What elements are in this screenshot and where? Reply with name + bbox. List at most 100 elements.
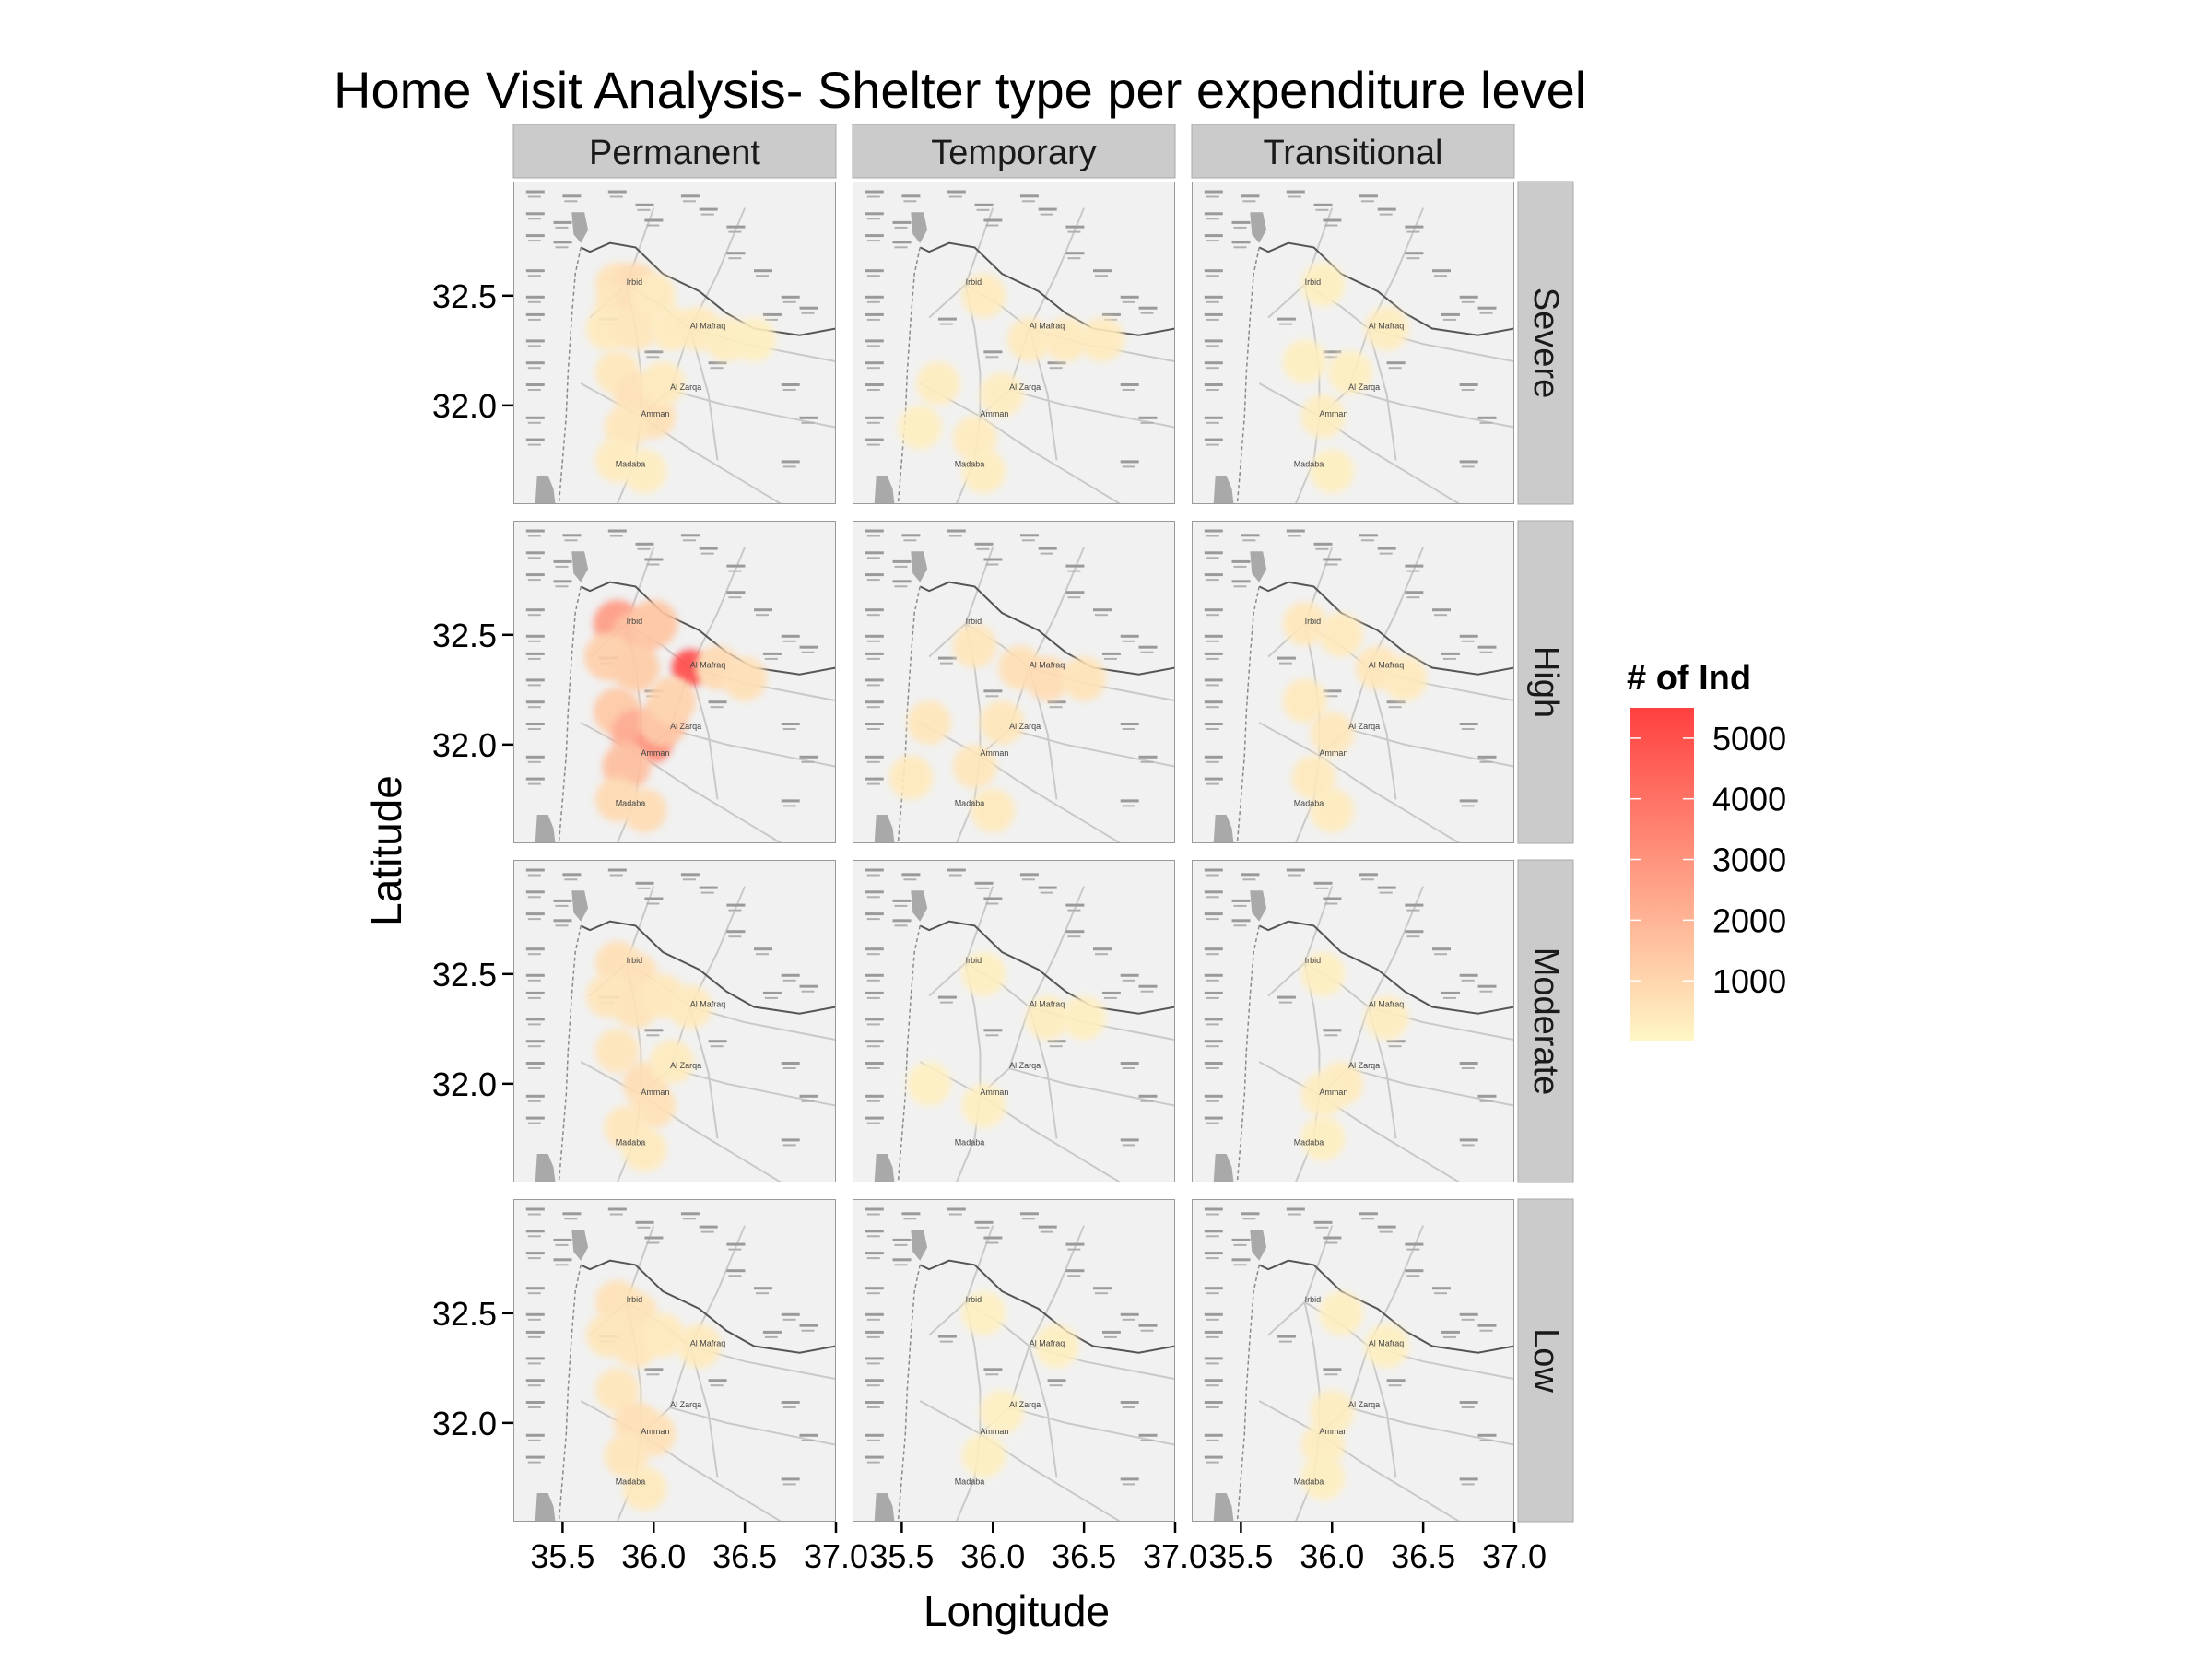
density-cell [898,405,943,450]
density-cell [961,1083,1006,1128]
density-cell [961,273,1006,318]
density-cell [1062,995,1107,1041]
lake [911,890,928,922]
density-cell [888,755,934,800]
map-city-label: Madaba [616,460,646,469]
x-axis-temporary: 35.5 36.0 36.5 37.0 [869,1522,1207,1575]
density-cell [907,1061,952,1106]
map-city-labels: Amman Al Zarqa Al Mafraq Irbid Madaba [616,1295,726,1487]
dead-sea [1213,1493,1234,1522]
map-city-label: Al Mafraq [1030,1000,1065,1009]
density-cell [1300,394,1346,439]
strip-label: Low [1526,1328,1565,1393]
map-city-label: Al Mafraq [690,322,726,331]
density-cell [980,372,1025,417]
dead-sea [1213,1154,1234,1182]
y-axis-high: 32.0 32.5 [432,617,513,764]
dead-sea [535,815,556,843]
map-city-label: Irbid [966,617,982,626]
density-cell [1300,951,1346,996]
map-city-label: Irbid [1305,956,1322,965]
density-layer [1300,1290,1409,1500]
map-city-label: Irbid [1305,277,1322,287]
density-cell [907,700,952,745]
column-strips: Permanent Temporary Transitional [512,124,1515,179]
map-city-label: Al Zarqa [670,1400,701,1409]
y-tick-label: 32.5 [432,277,497,315]
map-city-label: Al Mafraq [1030,322,1065,331]
density-cell [622,1466,667,1512]
density-cell [1319,1290,1364,1335]
panel-transitional-severe: Amman Al Zarqa Al Mafraq Irbid Madaba [1192,182,1514,504]
color-legend: # of Ind 1000 2000 3000 4000 5000 [1627,659,1786,1041]
density-peak [684,662,696,674]
x-axis-permanent: 35.5 36.0 36.5 37.0 [530,1522,868,1575]
y-tick-label: 32.0 [432,1065,497,1103]
map-city-label: Al Mafraq [690,661,726,670]
map-city-label: Al Zarqa [670,722,701,731]
y-tick-label: 32.5 [432,1295,497,1333]
density-cell [1034,1324,1079,1369]
density-cell [604,1433,649,1478]
map-city-label: Amman [1319,748,1347,758]
density-cell [980,700,1025,745]
map-city-label: Madaba [1294,1138,1324,1147]
dead-sea [535,1493,556,1522]
density-cell [1364,306,1409,351]
x-tick-label: 36.5 [1052,1537,1116,1575]
density-cell [1291,755,1336,800]
density-cell [594,1368,640,1413]
density-cell [1319,612,1364,657]
map-city-label: Madaba [955,460,985,469]
density-cell [1300,1455,1346,1500]
lake [571,551,589,582]
map-city-label: Irbid [1305,617,1322,626]
density-cell [961,449,1006,494]
density-cell [1300,1116,1346,1161]
map-city-labels: Amman Al Zarqa Al Mafraq Irbid Madaba [616,617,726,808]
density-layer [585,1279,722,1512]
density-cell [1310,788,1355,833]
lake [571,1230,589,1261]
density-cell [723,656,768,701]
density-layer [961,1290,1079,1478]
density-cell [1043,317,1088,362]
map-city-label: Al Mafraq [690,1339,726,1348]
map-city-label: Amman [641,409,669,418]
lake [911,212,928,243]
map-city-label: Amman [641,1427,669,1436]
map-city-label: Amman [1319,1427,1347,1436]
map-city-label: Irbid [966,1295,982,1304]
density-cell [1062,656,1107,701]
density-cell [1364,1324,1409,1369]
density-cell [594,1029,640,1074]
strip-severe: Severe [1517,181,1574,505]
map-city-labels: Amman Al Zarqa Al Mafraq Irbid Madaba [1294,1295,1405,1487]
legend-break-label: 3000 [1712,841,1786,879]
density-cell [1328,350,1372,395]
map-city-label: Al Zarqa [1348,382,1380,392]
lake [911,1230,928,1261]
dead-sea [874,1154,895,1182]
panel-temporary-low: Amman Al Zarqa Al Mafraq Irbid Madaba [853,1199,1175,1522]
row-strips: Severe High Moderate Low [1517,181,1574,1523]
map-city-label: Al Zarqa [670,382,701,392]
map-city-label: Madaba [616,1138,646,1147]
density-cell [622,788,667,833]
x-tick-label: 37.0 [1143,1537,1207,1575]
density-cell [650,1040,694,1084]
y-tick-label: 32.5 [432,617,497,654]
map-city-label: Amman [980,1088,1008,1097]
map-city-label: Amman [1319,409,1347,418]
panel-temporary-moderate: Amman Al Zarqa Al Mafraq Irbid Madaba [853,860,1175,1182]
density-cell [631,273,677,318]
density-cell [613,306,658,351]
legend-breaks: 1000 2000 3000 4000 5000 [1630,720,1786,1000]
y-tick-label: 32.0 [432,387,497,425]
density-cell [622,449,667,494]
y-axis-label: Latitude [362,775,410,926]
legend-colorbar [1630,708,1694,1041]
x-tick-label: 35.5 [530,1537,594,1575]
map-city-labels: Amman Al Zarqa Al Mafraq Irbid Madaba [955,277,1065,469]
y-axis-low: 32.0 32.5 [432,1295,513,1442]
